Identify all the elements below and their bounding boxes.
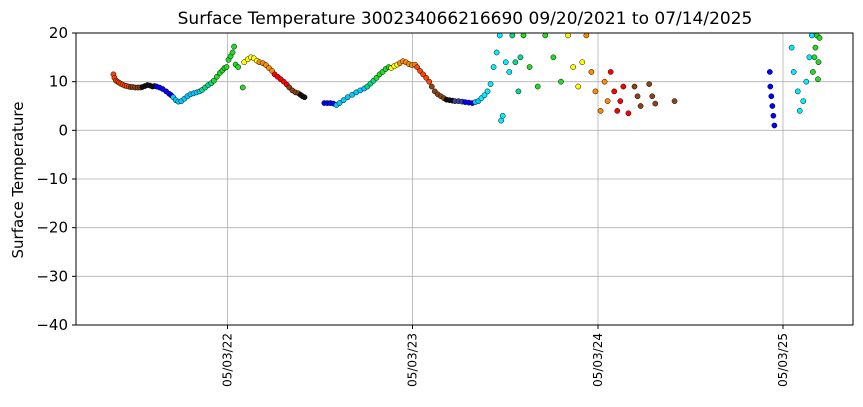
- data-point: [815, 59, 822, 66]
- data-point: [223, 64, 230, 70]
- x-tick-label: 05/03/23: [405, 333, 419, 387]
- data-point: [794, 88, 801, 95]
- data-point: [484, 88, 491, 95]
- data-point: [816, 35, 823, 41]
- data-point: [515, 88, 522, 95]
- data-point: [487, 81, 494, 87]
- x-tick-label: 05/03/22: [221, 333, 235, 387]
- data-point: [634, 93, 641, 100]
- data-point: [604, 98, 611, 104]
- data-point: [620, 83, 627, 90]
- data-point: [671, 98, 678, 104]
- data-points: [110, 33, 823, 129]
- data-point: [796, 108, 803, 114]
- data-point: [340, 97, 347, 104]
- data-point: [806, 54, 813, 61]
- data-point: [809, 33, 815, 39]
- data-point: [803, 78, 810, 85]
- data-point: [810, 69, 816, 75]
- data-point: [496, 33, 503, 39]
- data-point: [506, 69, 513, 75]
- data-point: [583, 33, 590, 39]
- y-tick-label: −40: [36, 316, 68, 334]
- data-point: [210, 77, 217, 84]
- data-point: [767, 83, 774, 90]
- axis-ticks: 20 10 0 −10 −20 −30 −40 05/03/22 05/03/23 05/03/2…: [36, 24, 790, 387]
- data-point: [239, 84, 246, 91]
- data-point: [788, 44, 795, 51]
- data-point: [646, 81, 653, 87]
- data-point: [815, 76, 821, 83]
- data-point: [652, 100, 659, 107]
- data-point: [336, 100, 343, 106]
- data-point: [301, 94, 308, 101]
- y-tick-label: 10: [49, 73, 68, 91]
- data-point: [558, 78, 564, 85]
- data-point: [570, 64, 577, 70]
- data-point: [601, 78, 608, 85]
- data-point: [498, 117, 505, 124]
- data-point: [649, 93, 656, 100]
- y-tick-label: 0: [58, 121, 68, 139]
- data-point: [493, 49, 500, 56]
- data-point: [766, 69, 773, 75]
- data-point: [509, 33, 516, 39]
- data-point: [625, 110, 632, 117]
- y-tick-label: 20: [49, 24, 68, 42]
- data-point: [769, 103, 776, 109]
- data-point: [526, 64, 533, 70]
- y-tick-label: −10: [36, 170, 68, 188]
- data-point: [768, 93, 775, 100]
- data-point: [512, 59, 519, 66]
- data-point: [614, 108, 621, 114]
- data-point: [597, 108, 604, 114]
- data-point: [481, 92, 488, 99]
- data-point: [592, 88, 599, 95]
- data-point: [631, 83, 638, 90]
- data-point: [607, 69, 614, 75]
- data-point: [517, 54, 524, 61]
- data-point: [790, 69, 797, 75]
- data-point: [214, 73, 220, 80]
- x-tick-label: 05/03/24: [591, 333, 605, 387]
- data-point: [229, 49, 236, 56]
- data-point: [771, 122, 778, 129]
- chart-title: Surface Temperature 300234066216690 09/2…: [178, 9, 753, 29]
- data-point: [588, 69, 595, 75]
- data-point: [617, 98, 624, 104]
- data-point: [520, 33, 527, 39]
- data-point: [344, 94, 351, 101]
- data-point: [426, 78, 433, 85]
- data-point: [502, 59, 509, 66]
- data-point: [414, 64, 420, 70]
- y-tick-label: −20: [36, 219, 68, 237]
- data-point: [231, 43, 237, 50]
- data-point: [428, 83, 435, 90]
- data-point: [579, 59, 586, 66]
- data-point: [812, 44, 819, 51]
- data-point: [534, 83, 541, 90]
- data-point: [611, 88, 618, 95]
- data-point: [800, 98, 807, 104]
- y-axis-label: Surface Temperature: [9, 102, 27, 259]
- data-point: [235, 64, 241, 70]
- data-point: [423, 74, 430, 81]
- data-point: [490, 64, 497, 70]
- grid-lines: [76, 33, 853, 325]
- data-point: [550, 54, 557, 61]
- data-point: [499, 112, 506, 119]
- y-tick-label: −30: [36, 267, 68, 285]
- data-point: [637, 103, 644, 109]
- data-point: [575, 83, 582, 90]
- data-point: [542, 33, 549, 39]
- data-point: [811, 54, 818, 61]
- x-tick-label: 05/03/25: [776, 333, 790, 387]
- data-point: [770, 112, 777, 119]
- data-point: [565, 33, 571, 39]
